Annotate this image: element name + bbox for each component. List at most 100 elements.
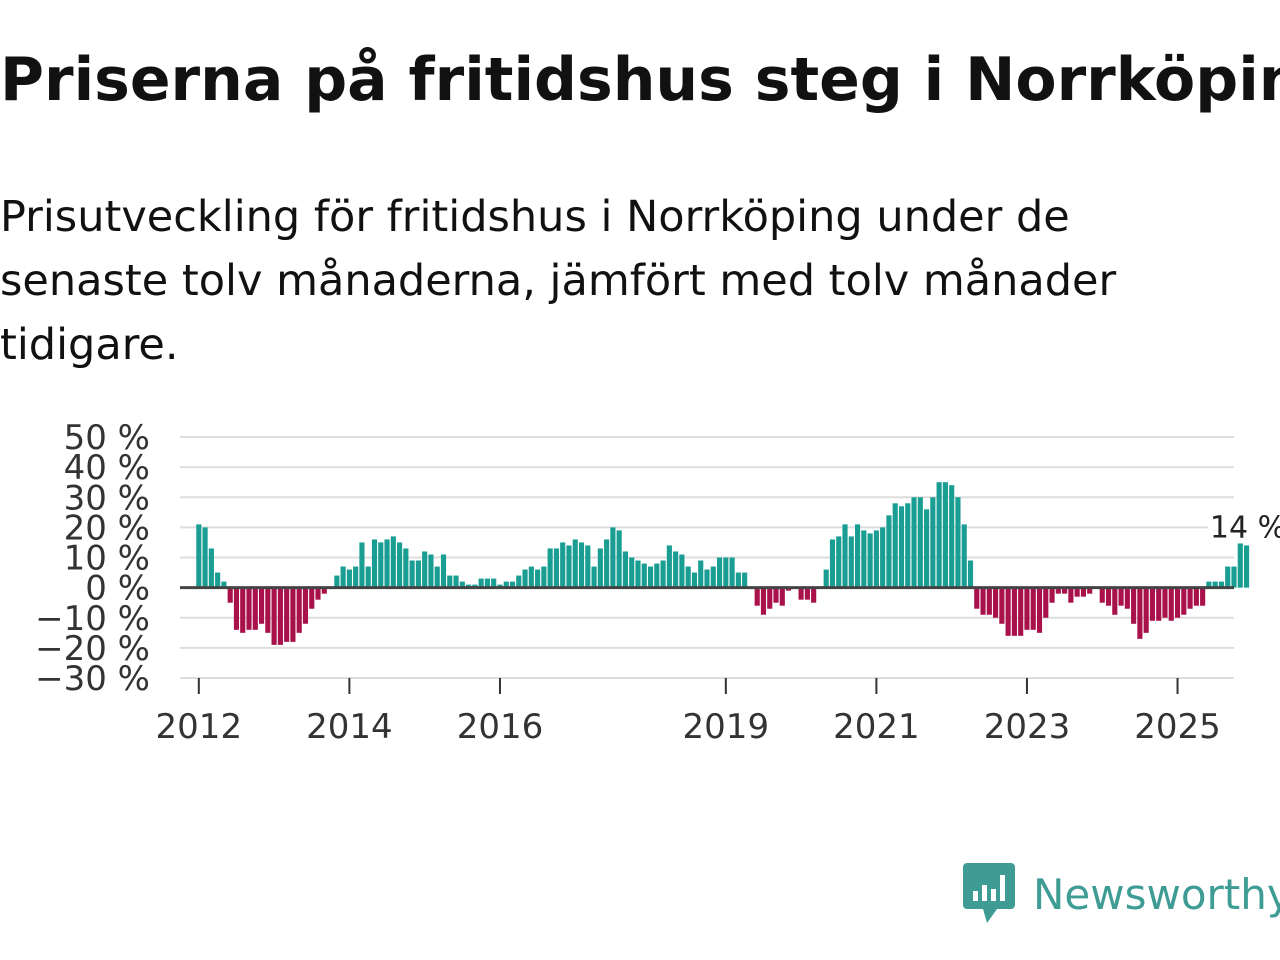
bar <box>974 587 980 609</box>
chart-subtitle: Prisutveckling för fritidshus i Norrköpi… <box>0 192 1117 370</box>
bar <box>1143 587 1149 633</box>
bar <box>936 482 942 588</box>
bar <box>353 566 359 588</box>
bar <box>1105 587 1112 606</box>
x-tick-label: 2016 <box>457 707 544 747</box>
x-axis: 2012 2014 2016 2019 2021 2023 2025 <box>156 586 1234 747</box>
bar <box>942 482 948 588</box>
bar <box>553 548 559 588</box>
bar <box>560 542 566 588</box>
bar <box>365 566 371 588</box>
bar <box>1168 587 1174 621</box>
bar <box>290 587 296 642</box>
bar <box>1080 587 1086 597</box>
bar <box>723 557 729 588</box>
x-tick-label: 2025 <box>1134 707 1221 747</box>
bar <box>240 587 246 633</box>
bar <box>409 560 415 588</box>
bar <box>472 584 478 588</box>
y-tick-label: −10 % <box>35 599 150 639</box>
bar <box>1200 587 1206 606</box>
bar <box>453 575 459 588</box>
bar <box>892 503 898 588</box>
bar <box>842 524 848 588</box>
bar <box>873 530 879 588</box>
bar <box>930 497 936 588</box>
bar <box>622 551 629 588</box>
bar <box>779 587 785 606</box>
bar <box>635 560 641 588</box>
bar <box>729 557 735 588</box>
bar <box>397 542 403 588</box>
bar <box>1193 587 1199 606</box>
bar <box>1149 587 1156 621</box>
bar <box>610 527 616 588</box>
bar <box>798 587 804 600</box>
bar <box>1131 587 1137 624</box>
bar <box>359 542 365 588</box>
bar <box>1231 566 1237 588</box>
bar <box>541 566 547 588</box>
y-tick-label: 30 % <box>64 478 150 518</box>
bar <box>315 587 321 600</box>
bar <box>1036 587 1043 633</box>
bar <box>710 566 716 588</box>
bar <box>1024 587 1030 630</box>
bar <box>415 560 421 588</box>
bar <box>855 524 861 588</box>
bar <box>760 587 767 615</box>
bar <box>591 566 597 588</box>
bar <box>1005 587 1011 636</box>
bar <box>754 587 760 606</box>
bar <box>811 587 817 603</box>
bar <box>340 566 346 588</box>
bar <box>378 542 384 588</box>
bar <box>861 530 867 588</box>
bar <box>980 587 986 615</box>
bar <box>302 587 309 624</box>
bar <box>535 569 541 588</box>
bar <box>466 584 472 588</box>
bar <box>1237 542 1243 588</box>
bar <box>516 575 522 588</box>
bar <box>1087 587 1093 594</box>
bar <box>698 560 704 588</box>
x-tick-label: 2014 <box>306 707 393 747</box>
bar <box>955 497 961 588</box>
bar <box>384 539 390 588</box>
bar <box>685 566 691 588</box>
bar <box>221 581 227 588</box>
grid-lines <box>180 436 1234 679</box>
y-tick-label: −20 % <box>35 629 150 669</box>
bar <box>767 587 773 609</box>
bar <box>716 557 723 588</box>
bar <box>961 524 967 588</box>
x-tick-label: 2019 <box>683 707 770 747</box>
y-tick-label: 50 % <box>64 418 150 458</box>
last-value-label-bg <box>1207 509 1280 544</box>
bar <box>296 587 302 633</box>
bar <box>509 581 516 588</box>
y-tick-label: −30 % <box>35 659 150 699</box>
bar <box>1049 587 1055 603</box>
bar <box>202 527 208 588</box>
bar <box>616 530 622 588</box>
bar <box>641 563 647 588</box>
bar <box>585 545 591 588</box>
bar <box>848 536 854 588</box>
bar <box>497 584 503 588</box>
bar <box>246 587 252 630</box>
bar <box>1124 587 1130 609</box>
bar <box>434 566 440 588</box>
bar <box>999 587 1005 624</box>
bar <box>459 581 465 588</box>
bar <box>898 506 905 588</box>
bar <box>390 536 396 588</box>
bar <box>1099 587 1105 603</box>
bar <box>403 548 409 588</box>
bar <box>829 539 836 588</box>
bar <box>917 497 923 588</box>
bar <box>905 503 911 588</box>
bar <box>572 539 578 588</box>
bar <box>1225 566 1231 588</box>
